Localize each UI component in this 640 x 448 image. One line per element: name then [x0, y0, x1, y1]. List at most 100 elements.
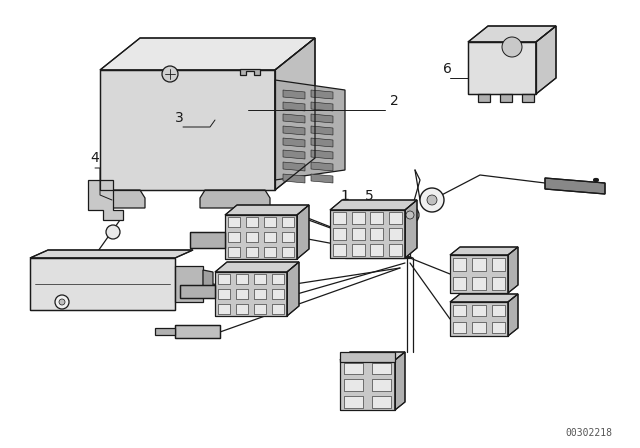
Polygon shape [508, 247, 518, 293]
Polygon shape [175, 325, 220, 338]
Polygon shape [468, 42, 536, 94]
Polygon shape [311, 126, 333, 135]
Polygon shape [340, 352, 395, 362]
Bar [478, 94, 490, 102]
Polygon shape [468, 26, 556, 42]
Polygon shape [246, 217, 259, 228]
Polygon shape [30, 258, 175, 310]
Circle shape [502, 37, 522, 57]
Text: 3: 3 [175, 111, 184, 125]
Polygon shape [218, 274, 230, 284]
Polygon shape [225, 215, 297, 259]
Polygon shape [311, 90, 333, 99]
Polygon shape [311, 102, 333, 111]
Polygon shape [175, 266, 203, 302]
Polygon shape [311, 162, 333, 171]
Polygon shape [472, 277, 486, 290]
Circle shape [55, 295, 69, 309]
Polygon shape [283, 126, 305, 135]
Polygon shape [264, 232, 276, 242]
Polygon shape [311, 174, 333, 183]
Polygon shape [450, 255, 508, 293]
Polygon shape [282, 217, 294, 228]
Polygon shape [253, 304, 266, 314]
Polygon shape [236, 304, 248, 314]
Polygon shape [333, 212, 346, 224]
Polygon shape [344, 396, 364, 408]
Polygon shape [283, 162, 305, 171]
Polygon shape [450, 294, 518, 302]
Polygon shape [228, 217, 240, 228]
Polygon shape [275, 38, 315, 190]
Polygon shape [372, 362, 391, 374]
Circle shape [162, 66, 178, 82]
Polygon shape [472, 322, 486, 333]
Polygon shape [536, 26, 556, 94]
Polygon shape [395, 352, 405, 410]
Polygon shape [253, 274, 266, 284]
Polygon shape [236, 289, 248, 299]
Polygon shape [371, 228, 383, 240]
Polygon shape [472, 305, 486, 316]
Polygon shape [344, 379, 364, 391]
Polygon shape [246, 246, 259, 257]
Circle shape [420, 188, 444, 212]
Circle shape [406, 211, 414, 219]
Polygon shape [453, 277, 467, 290]
Polygon shape [225, 205, 309, 215]
Polygon shape [283, 90, 305, 99]
Text: 00302218: 00302218 [565, 428, 612, 438]
Polygon shape [240, 69, 260, 75]
Polygon shape [215, 262, 299, 272]
Polygon shape [389, 228, 402, 240]
Circle shape [106, 225, 120, 239]
Polygon shape [236, 274, 248, 284]
Polygon shape [190, 232, 225, 248]
Polygon shape [155, 328, 175, 335]
Polygon shape [283, 174, 305, 183]
Polygon shape [340, 352, 405, 360]
Polygon shape [287, 262, 299, 316]
Polygon shape [100, 70, 275, 190]
Polygon shape [272, 289, 284, 299]
Polygon shape [283, 138, 305, 147]
Text: 5: 5 [365, 189, 374, 203]
Polygon shape [405, 200, 417, 258]
Polygon shape [311, 138, 333, 147]
Circle shape [218, 279, 232, 293]
Polygon shape [351, 228, 365, 240]
Polygon shape [545, 178, 605, 194]
Polygon shape [264, 246, 276, 257]
Polygon shape [450, 247, 518, 255]
Polygon shape [311, 150, 333, 159]
Polygon shape [330, 210, 405, 258]
Polygon shape [372, 379, 391, 391]
Polygon shape [333, 228, 346, 240]
Polygon shape [371, 212, 383, 224]
Polygon shape [333, 245, 346, 256]
Polygon shape [218, 289, 230, 299]
Polygon shape [264, 217, 276, 228]
Text: 1: 1 [340, 189, 349, 203]
Polygon shape [200, 190, 270, 208]
Polygon shape [228, 246, 240, 257]
Polygon shape [246, 232, 259, 242]
Polygon shape [453, 322, 467, 333]
Polygon shape [282, 232, 294, 242]
Polygon shape [203, 270, 213, 298]
Polygon shape [105, 190, 145, 208]
Circle shape [427, 195, 437, 205]
Text: 2: 2 [390, 94, 399, 108]
Polygon shape [508, 294, 518, 336]
Polygon shape [297, 205, 309, 259]
Bar [500, 94, 512, 102]
Polygon shape [351, 212, 365, 224]
Polygon shape [272, 274, 284, 284]
Circle shape [401, 206, 419, 224]
Polygon shape [450, 302, 508, 336]
Text: 6: 6 [443, 62, 452, 76]
Polygon shape [389, 212, 402, 224]
Polygon shape [371, 245, 383, 256]
Polygon shape [215, 272, 287, 316]
Polygon shape [389, 245, 402, 256]
